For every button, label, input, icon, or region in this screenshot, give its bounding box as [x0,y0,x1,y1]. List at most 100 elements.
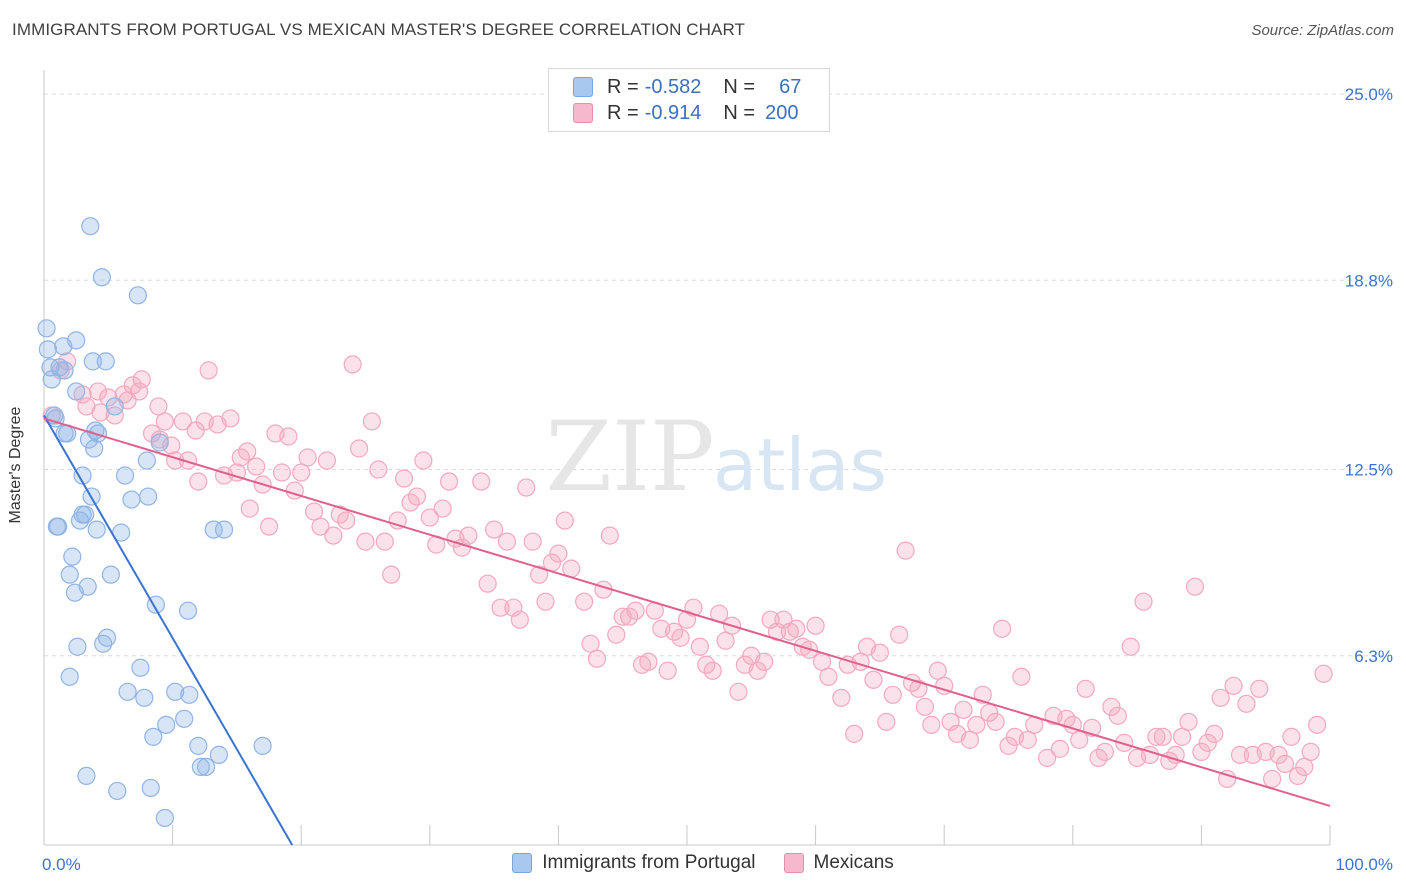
data-point [253,736,272,755]
data-point [81,217,100,236]
data-point [221,409,240,428]
data-point [1237,694,1256,713]
data-point [132,370,151,389]
data-point [157,715,176,734]
watermark-zip: ZIP [545,401,714,513]
data-point [1295,757,1314,776]
data-point [845,724,864,743]
data-point [137,451,156,470]
data-point [209,745,228,764]
data-point [96,352,115,371]
data-point [173,412,192,431]
data-point [118,682,137,701]
data-point [787,619,806,638]
series-swatch-mexicans [783,853,804,873]
data-point [536,592,555,611]
y-axis-label: Master's Degree [7,406,24,524]
data-point [324,526,343,545]
data-point [375,532,394,551]
data-point [1173,727,1192,746]
data-point [1263,769,1282,789]
data-point [141,778,160,798]
data-point [729,682,748,701]
data-point [960,730,980,749]
legend-row-portugal: R = -0.582 N = 67 [573,74,801,100]
x-tick-label: 100.0% [1335,855,1393,874]
data-point [549,544,568,563]
data-point [87,520,106,539]
data-point [1250,679,1269,698]
data-point [755,652,774,671]
data-point [1269,745,1288,764]
data-point [922,715,941,734]
data-point [1018,730,1037,749]
data-point [1115,733,1134,752]
chart-title: IMMIGRANTS FROM PORTUGAL VS MEXICAN MAST… [12,20,746,39]
legend-n-value: 200 [765,101,799,124]
data-point [407,487,427,506]
data-point [349,439,369,458]
data-point [587,649,607,668]
data-point [671,628,690,647]
legend-row-mexicans: R = -0.914 N = 200 [573,100,798,126]
data-point [1205,724,1224,743]
series-swatch-portugal [512,853,533,873]
data-point [272,463,292,482]
series-legend-mexicans: Mexicans [783,852,894,874]
legend-n-label: N = [723,101,756,124]
data-point [85,439,104,458]
series-legend: Immigrants from Portugal Mexicans [0,852,1406,874]
data-point [180,685,199,704]
y-tick-label: 25.0% [1345,85,1393,104]
data-point [1102,697,1121,716]
series-name-mexicans: Mexicans [813,852,894,873]
data-point [175,709,194,728]
data-point [485,520,504,539]
data-point [279,427,298,446]
data-point [1198,733,1217,752]
legend-swatch-portugal [573,77,593,97]
data-point [178,451,198,470]
data-point [259,517,279,536]
legend-r-label: R = [607,101,639,124]
data-point [992,619,1012,638]
data-point [517,478,536,497]
trend-line [43,414,294,846]
data-point [1153,727,1172,746]
data-point [439,472,459,491]
data-point [298,448,317,467]
data-point [108,781,127,801]
data-point [1185,577,1205,596]
data-point [414,451,433,470]
data-point [99,388,118,407]
data-point [986,712,1005,731]
data-point [343,355,362,374]
data-point [162,436,181,455]
data-point [144,727,163,746]
data-point [317,451,337,470]
data-point [394,469,414,488]
x-tick-label: 0.0% [42,855,81,874]
data-point [1192,742,1211,761]
data-point [214,520,234,539]
data-point [1070,730,1089,749]
data-point [88,382,108,401]
data-point [196,757,216,776]
data-point [304,502,324,521]
trend-line [43,417,1331,807]
data-point [49,517,68,536]
data-point [388,511,407,530]
data-point [1314,664,1333,683]
data-point [1282,727,1301,746]
data-point [382,565,401,584]
data-point [135,688,154,707]
legend-swatch-mexicans [573,103,593,123]
data-point [1275,754,1295,773]
data-point [658,661,677,680]
source-label: Source: ZipAtlas.com [1251,22,1394,39]
trend-lines [43,414,1331,846]
data-point [128,286,147,305]
data-point [703,661,722,680]
data-point [369,460,388,479]
data-point [555,511,574,530]
